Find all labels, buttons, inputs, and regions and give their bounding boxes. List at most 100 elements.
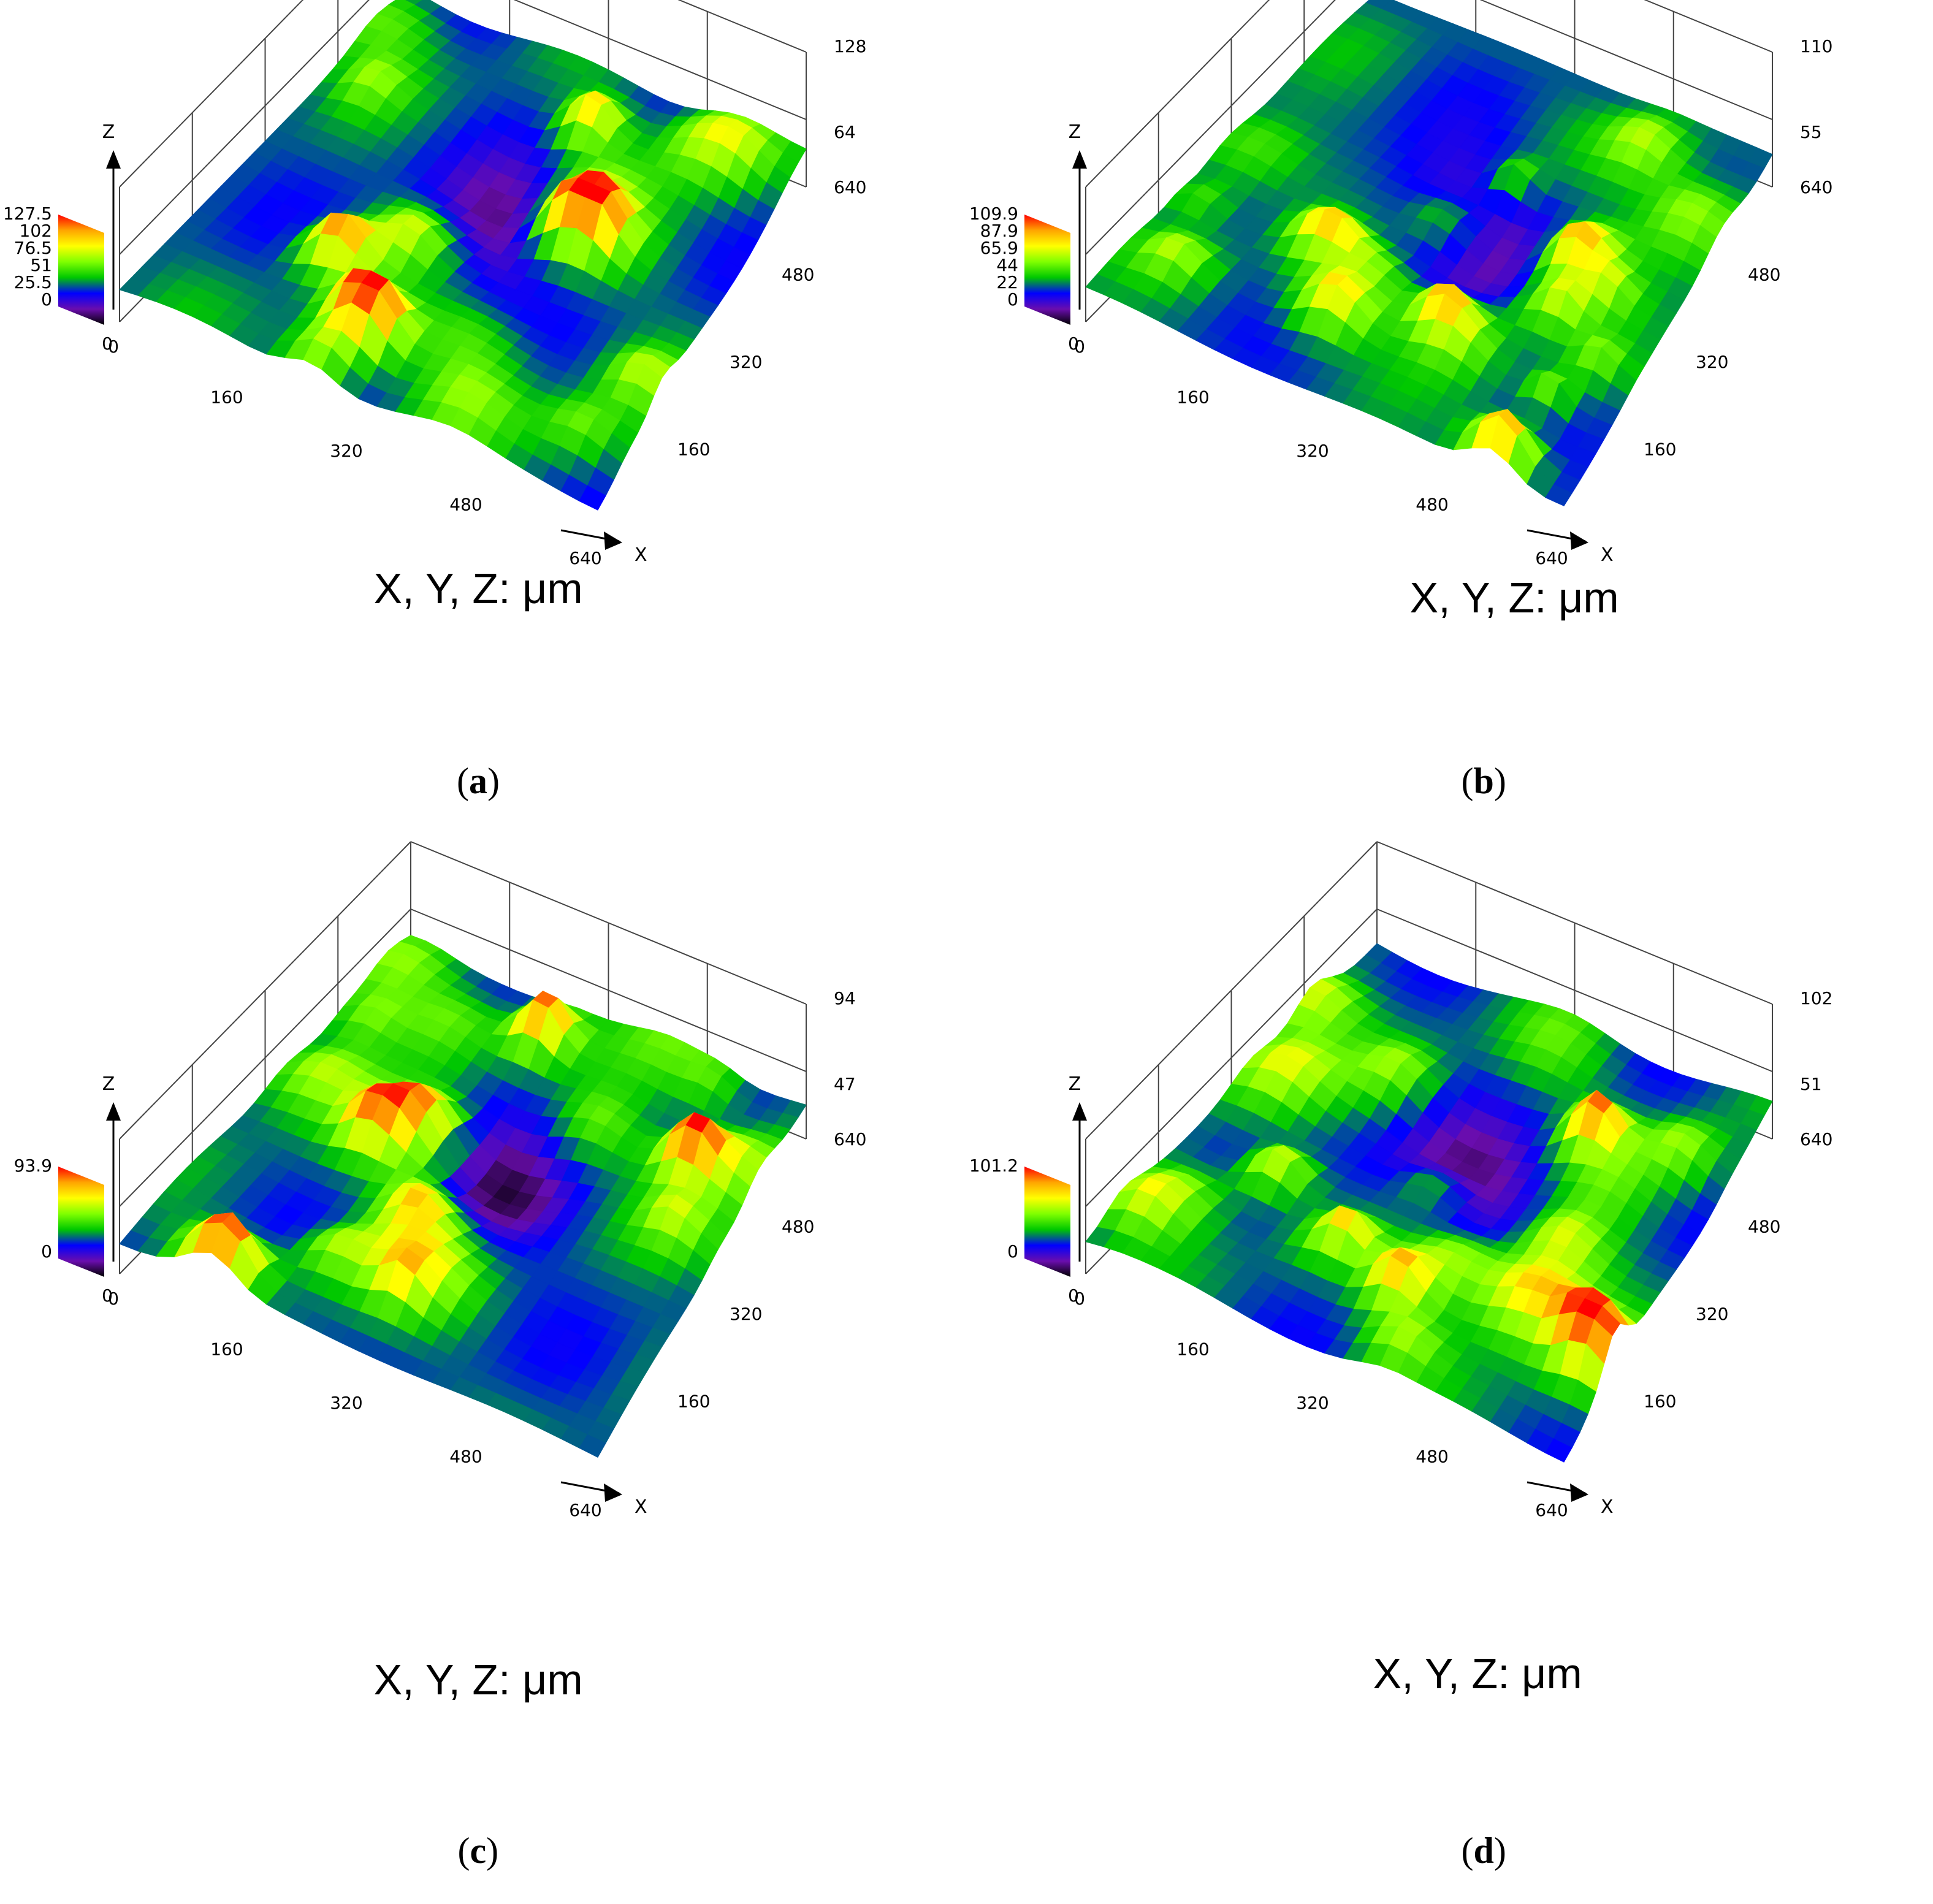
colorbar-label: 93.9 (14, 1156, 52, 1176)
y-tick-label: 640 (1800, 1129, 1832, 1149)
panel-c: 0 160 320 480 640 X 160 320 480 640 47 94 Z 0 93.9 0 (0, 841, 966, 1904)
z-tick-label: 94 (834, 988, 856, 1008)
surface-cell (579, 485, 606, 511)
colorbar (1024, 215, 1070, 325)
y-tick-label: 640 (1800, 177, 1832, 197)
colorbar-label: 0 (1007, 1241, 1018, 1262)
colorbar-label: 127.5 (3, 204, 52, 224)
x-tick-label: 160 (1176, 1339, 1209, 1360)
z-axis-arrowhead (1072, 150, 1087, 169)
surface-cell (1545, 1438, 1573, 1463)
z-tick-label: 102 (1800, 988, 1832, 1008)
colorbar-label: 25.5 (14, 272, 52, 292)
x-tick-label: 320 (330, 441, 362, 461)
y-tick-label: 480 (1748, 1217, 1780, 1237)
x-axis-label: X (635, 544, 647, 566)
panel-caption: (b) (1461, 761, 1506, 801)
surface-cell (579, 1434, 606, 1458)
x-tick-label: 480 (449, 495, 482, 515)
z-axis-label: Z (1069, 121, 1081, 143)
colorbar-label: 87.9 (980, 221, 1018, 241)
x-axis-arrowhead (604, 531, 622, 550)
y-tick-label: 320 (1696, 1304, 1728, 1324)
x-tick-label: 320 (1296, 441, 1329, 461)
x-tick-label: 480 (449, 1447, 482, 1467)
y-tick-label: 320 (730, 1304, 762, 1324)
x-tick-label: 0 (1068, 1285, 1079, 1306)
y-tick-label: 160 (1644, 1392, 1676, 1412)
x-tick-label: 0 (102, 1285, 113, 1306)
x-tick-label: 640 (569, 1500, 601, 1520)
surface-plot-a: 0 160 320 480 640 X 160 320 480 640 64 128 Z 0 127.510… (3, 0, 866, 568)
x-origin-label: 0 (108, 1289, 119, 1309)
y-tick-label: 160 (677, 440, 710, 460)
x-tick-label: 0 (1068, 333, 1079, 354)
panel-d: 0 160 320 480 640 X 160 320 480 640 51 102 Z 0 101.2 0 (966, 841, 1932, 1904)
x-origin-label: 0 (1074, 337, 1085, 357)
y-tick-label: 480 (782, 265, 814, 285)
x-axis-arrowhead (1570, 1483, 1588, 1502)
x-axis-label: X (635, 1496, 647, 1518)
y-tick-label: 480 (782, 1217, 814, 1237)
z-axis-arrowhead (106, 1102, 121, 1121)
z-tick-label: 47 (834, 1074, 856, 1094)
z-tick-label: 110 (1800, 36, 1832, 56)
z-axis-label: Z (1069, 1073, 1081, 1095)
colorbar-label: 101.2 (969, 1156, 1018, 1176)
surface-mesh (1085, 0, 1773, 506)
x-tick-label: 320 (330, 1393, 362, 1413)
y-tick-label: 160 (1644, 440, 1676, 460)
x-axis-label: X (1601, 1496, 1614, 1518)
z-tick-label: 64 (834, 122, 856, 142)
x-tick-label: 320 (1296, 1393, 1329, 1413)
colorbar-label: 65.9 (980, 238, 1018, 258)
surface-mesh (1085, 943, 1773, 1463)
y-tick-label: 320 (1696, 352, 1728, 372)
colorbar (1024, 1167, 1070, 1277)
surface-mesh (119, 935, 807, 1458)
colorbar-label: 102 (20, 221, 52, 241)
y-tick-label: 160 (677, 1392, 710, 1412)
x-tick-label: 160 (210, 387, 243, 408)
units-label: X, Y, Z: μm (1409, 574, 1619, 622)
z-axis-arrowhead (106, 150, 121, 169)
units-label: X, Y, Z: μm (373, 565, 583, 612)
surface-cell (1545, 484, 1573, 506)
z-axis-label: Z (102, 121, 115, 143)
x-origin-label: 0 (1074, 1289, 1085, 1309)
colorbar-label: 0 (41, 1241, 52, 1262)
z-axis-arrowhead (1072, 1102, 1087, 1121)
x-tick-label: 480 (1416, 495, 1448, 515)
colorbar-label: 0 (41, 289, 52, 310)
y-tick-label: 640 (834, 177, 866, 197)
x-tick-label: 640 (1535, 548, 1568, 568)
colorbar-label: 51 (30, 255, 52, 275)
colorbar (58, 1167, 104, 1277)
surface-plot-b: 0 160 320 480 640 X 160 320 480 640 55 110 Z 0 109.987… (969, 0, 1832, 568)
surface-plot-d: 0 160 320 480 640 X 160 320 480 640 51 102 Z 0 101.2 0 (969, 841, 1832, 1520)
panel-b: 0 160 320 480 640 X 160 320 480 640 55 110 Z 0 109.9 87… (966, 0, 1932, 952)
x-tick-label: 160 (1176, 387, 1209, 408)
colorbar-label: 44 (996, 255, 1018, 275)
colorbar-label: 76.5 (14, 238, 52, 258)
panel-caption: (a) (457, 761, 500, 801)
colorbar-label: 0 (1007, 289, 1018, 310)
z-tick-label: 55 (1800, 122, 1822, 142)
colorbar-label: 109.9 (969, 204, 1018, 224)
panel-caption: (c) (457, 1830, 499, 1871)
y-tick-label: 320 (730, 352, 762, 372)
surface-plot-c: 0 160 320 480 640 X 160 320 480 640 47 94 Z 0 93.9 0 (14, 841, 866, 1520)
z-tick-label: 128 (834, 36, 866, 56)
x-axis-arrowhead (1570, 531, 1588, 550)
x-tick-label: 480 (1416, 1447, 1448, 1467)
x-tick-label: 160 (210, 1339, 243, 1360)
surface-mesh (119, 0, 807, 511)
colorbar-label: 22 (996, 272, 1018, 292)
panel-caption: (d) (1461, 1830, 1506, 1871)
x-tick-label: 640 (1535, 1500, 1568, 1520)
colorbar (58, 215, 104, 325)
y-tick-label: 640 (834, 1129, 866, 1149)
x-axis-label: X (1601, 544, 1614, 566)
z-tick-label: 51 (1800, 1074, 1822, 1094)
